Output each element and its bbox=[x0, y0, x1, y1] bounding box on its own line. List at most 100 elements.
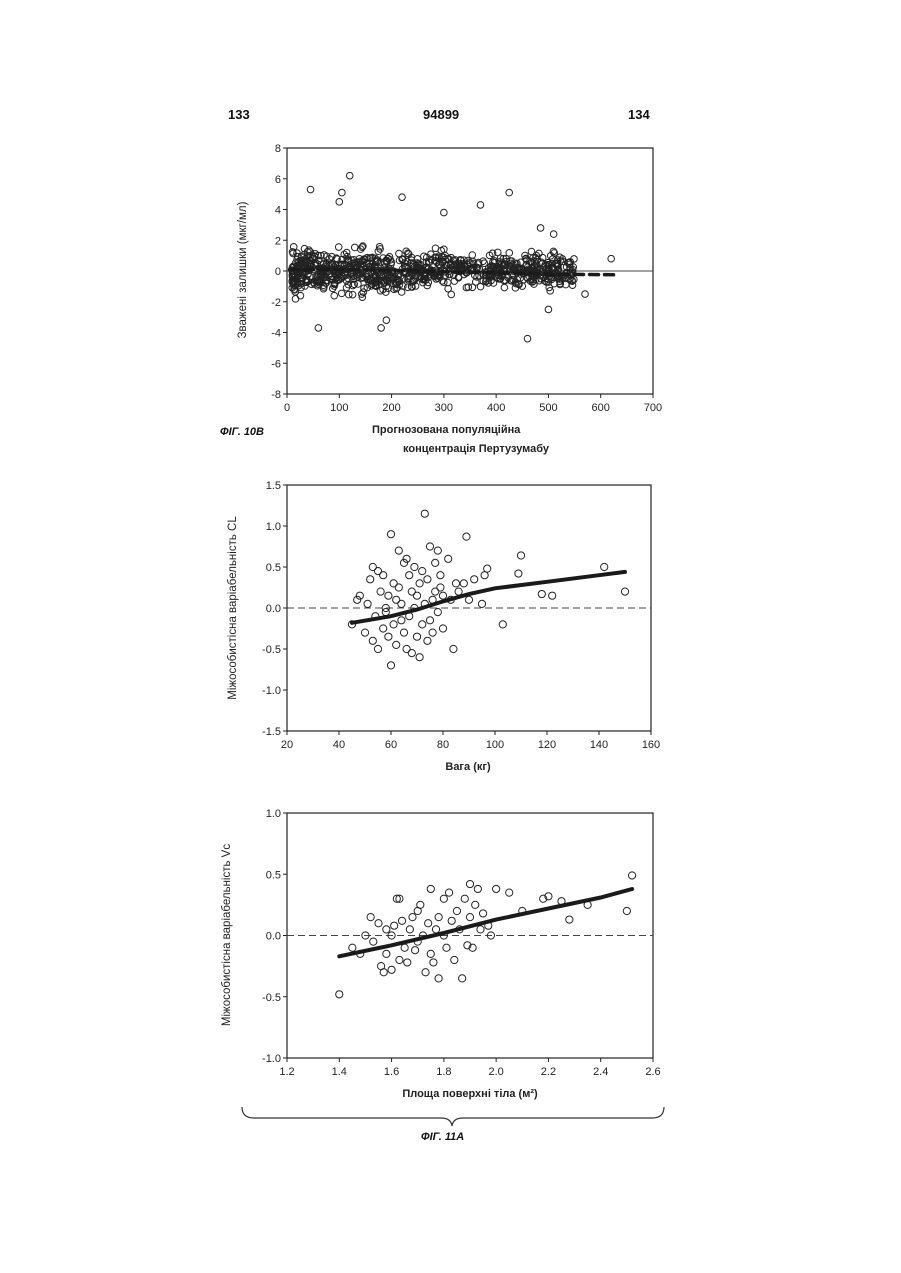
data-point bbox=[437, 572, 444, 579]
data-point bbox=[439, 592, 446, 599]
data-point bbox=[385, 633, 392, 640]
data-point bbox=[380, 572, 387, 579]
x-tick-label: 1.6 bbox=[384, 1066, 399, 1078]
data-point bbox=[336, 991, 343, 998]
data-point bbox=[395, 547, 402, 554]
y-tick-label: 8 bbox=[275, 143, 281, 155]
x-tick-label: 1.4 bbox=[332, 1066, 347, 1078]
data-point bbox=[377, 588, 384, 595]
data-point bbox=[517, 552, 524, 559]
y-tick-label: 6 bbox=[275, 174, 281, 186]
x-tick-label: 2.2 bbox=[541, 1066, 556, 1078]
data-point bbox=[424, 637, 431, 644]
residual-point bbox=[477, 202, 484, 209]
x-tick-label: 300 bbox=[435, 402, 453, 414]
residual-point bbox=[396, 250, 403, 257]
data-point bbox=[422, 969, 429, 976]
data-point bbox=[406, 572, 413, 579]
data-point bbox=[380, 625, 387, 632]
data-point bbox=[549, 592, 556, 599]
data-point bbox=[432, 926, 439, 933]
x-tick-label: 120 bbox=[538, 739, 556, 751]
data-point bbox=[566, 916, 573, 923]
data-point bbox=[354, 596, 361, 603]
data-point bbox=[383, 926, 390, 933]
residual-point bbox=[292, 296, 299, 303]
residual-point bbox=[378, 325, 385, 332]
data-point bbox=[493, 885, 500, 892]
chart1-ylabel: Зважені залишки (мкг/мл) bbox=[237, 201, 249, 338]
data-point bbox=[427, 885, 434, 892]
residual-point bbox=[331, 292, 338, 299]
x-tick-label: 500 bbox=[539, 402, 557, 414]
y-tick-label: 0.0 bbox=[266, 931, 281, 943]
x-tick-label: 400 bbox=[487, 402, 505, 414]
data-point bbox=[419, 568, 426, 575]
data-point bbox=[416, 654, 423, 661]
data-point bbox=[478, 600, 485, 607]
residual-point bbox=[399, 194, 406, 201]
data-point bbox=[437, 584, 444, 591]
residual-point bbox=[338, 290, 345, 297]
y-tick-label: 1.0 bbox=[266, 521, 281, 533]
data-point bbox=[401, 944, 408, 951]
x-tick-label: 160 bbox=[642, 739, 660, 751]
data-point bbox=[426, 543, 433, 550]
data-point bbox=[367, 914, 374, 921]
trend-line bbox=[339, 889, 632, 956]
data-point bbox=[426, 617, 433, 624]
chart3: 1.21.41.61.82.02.22.42.6-1.0-0.50.00.51.… bbox=[262, 808, 661, 1078]
chart2-xlabel: Вага (кг) bbox=[445, 761, 491, 773]
residual-point bbox=[307, 186, 314, 193]
residual-point bbox=[335, 244, 342, 251]
chart3-ylabel: Міжособистісна варіабельність Vc bbox=[221, 844, 233, 1026]
y-tick-label: -8 bbox=[271, 389, 281, 401]
data-point bbox=[506, 889, 513, 896]
data-point bbox=[421, 510, 428, 517]
chart1-xlabel-line1: Прогнозована популяційна bbox=[372, 424, 521, 436]
y-tick-label: 2 bbox=[275, 235, 281, 247]
data-point bbox=[466, 880, 473, 887]
data-point bbox=[448, 917, 455, 924]
y-tick-label: 0 bbox=[275, 266, 281, 278]
data-point bbox=[403, 555, 410, 562]
data-point bbox=[367, 576, 374, 583]
data-point bbox=[601, 563, 608, 570]
figure-brace bbox=[242, 1107, 664, 1126]
x-tick-label: 40 bbox=[333, 739, 345, 751]
y-tick-label: -4 bbox=[271, 328, 281, 340]
residual-point bbox=[501, 284, 508, 291]
y-tick-label: -6 bbox=[271, 358, 281, 370]
data-point bbox=[375, 920, 382, 927]
data-point bbox=[477, 926, 484, 933]
data-point bbox=[515, 570, 522, 577]
residual-point bbox=[608, 255, 615, 262]
data-point bbox=[396, 956, 403, 963]
chart1-xlabel-line2: концентрація Пертузумабу bbox=[403, 443, 550, 455]
data-point bbox=[621, 588, 628, 595]
data-point bbox=[466, 914, 473, 921]
residual-point bbox=[480, 258, 487, 265]
data-point bbox=[349, 944, 356, 951]
data-point bbox=[417, 901, 424, 908]
data-point bbox=[471, 576, 478, 583]
data-point bbox=[452, 580, 459, 587]
data-point bbox=[439, 625, 446, 632]
data-point bbox=[474, 885, 481, 892]
data-point bbox=[419, 621, 426, 628]
y-tick-label: -1.5 bbox=[262, 726, 281, 738]
residual-point bbox=[550, 231, 557, 238]
y-tick-label: 1.0 bbox=[266, 808, 281, 820]
residual-point bbox=[383, 317, 390, 324]
data-point bbox=[413, 633, 420, 640]
x-tick-label: 200 bbox=[382, 402, 400, 414]
data-point bbox=[395, 584, 402, 591]
data-point bbox=[356, 592, 363, 599]
chart3-xlabel: Площа поверхні тіла (м²) bbox=[402, 1088, 538, 1100]
residual-point bbox=[339, 189, 346, 196]
data-point bbox=[479, 910, 486, 917]
x-tick-label: 2.4 bbox=[593, 1066, 608, 1078]
data-point bbox=[388, 966, 395, 973]
y-tick-label: -1.0 bbox=[262, 685, 281, 697]
